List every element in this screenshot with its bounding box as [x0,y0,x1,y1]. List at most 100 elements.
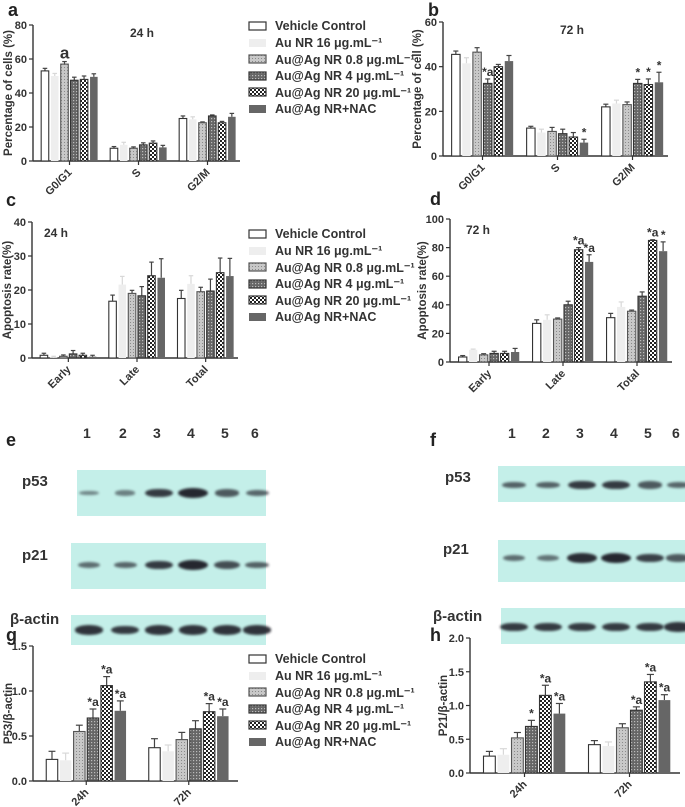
x-tick-label: 72h [613,778,635,800]
lane-number: 5 [644,425,652,441]
chart-h: 0.00.51.01.52.0P21/β-actin24h**a*a72h*a*… [438,633,680,801]
panel-label-d: d [430,189,441,209]
bar-Total-1 [176,297,186,359]
bar-S-5 [568,136,579,157]
blot-row-label: β-actin [10,611,60,628]
bar-S-2 [119,144,128,161]
bar-72h-6 [217,716,229,781]
significance-mark: *a [204,690,216,704]
x-tick-label: S [549,162,563,176]
bar-S-4 [557,133,568,157]
legend-g: Vehicle Control Au NR 16 μg.mL⁻¹ Au@Ag NR … [248,651,415,750]
significance-mark: *a [482,65,494,79]
bar-24h-3 [73,730,86,782]
y-tick-label: 1.5 [12,641,27,653]
y-tick-label: 1.0 [12,686,27,698]
legend-swatch-light [249,671,266,680]
legend-label: Au NR 16 μg.mL⁻¹ [275,36,383,50]
significance-mark: a [60,44,70,63]
protein-band [502,554,526,562]
legend-item: Au@Ag NR 20 μg.mL⁻¹ [248,84,415,100]
legend-swatch-crosshatch [248,70,267,81]
bar-G0/G1-3 [60,63,69,162]
protein-band [178,560,208,570]
x-tick-label: Late [544,368,568,392]
bar-Late-2 [543,319,552,362]
x-tick-label: G0/G1 [43,167,74,198]
lane-number: 3 [576,425,584,441]
y-tick-label: 2.0 [449,633,464,645]
legend-item: Au@Ag NR+NAC [248,101,415,117]
bar-G2/M-4 [632,82,643,157]
significance-mark: *a [573,234,585,248]
bar-Early-3 [478,354,489,363]
blot-row-label: p21 [22,547,48,564]
bar-Late-4 [563,304,573,363]
y-axis-label: Apoptosis rate(%) [2,241,14,340]
bar-Early-5 [499,352,510,363]
bar-Late-4 [137,295,147,359]
significance-mark: *a [101,663,113,677]
x-tick-label: Early [46,363,74,391]
significance-mark: * [529,706,534,720]
protein-band [636,553,664,563]
significance-mark: * [635,65,640,79]
significance-mark: * [657,58,662,72]
bar-G0/G1-2 [50,76,59,161]
y-tick-label: 20 [15,122,27,134]
blot-row-label: p53 [445,469,471,486]
bar-72h-4 [189,728,202,782]
bar-Late-6 [584,261,594,362]
legend-item: Vehicle Control [248,18,415,34]
y-tick-label: 60 [432,271,444,283]
significance-mark: *a [115,687,127,701]
bar-Early-3 [59,355,68,359]
bar-Early-1 [39,354,49,359]
y-axis-label: Percentage of cell (%) [412,29,424,149]
legend-item: Vehicle Control [248,651,415,667]
bar-Late-1 [531,322,542,363]
x-tick-label: 24h [69,786,91,807]
lane-number: 1 [83,425,91,441]
bar-Total-6 [226,276,234,358]
y-tick-label: 1.5 [449,667,464,679]
bar-G2/M-6 [654,82,664,156]
x-tick-label: Total [616,368,642,394]
bar-72h-2 [162,751,174,781]
significance-mark: *a [584,241,596,255]
legend-swatch-checker [248,87,267,97]
panel-label-g: g [6,625,17,645]
lane-number: 5 [221,425,229,441]
bar-Late-3 [552,318,563,363]
legend-item: Au@Ag NR 20 μg.mL⁻¹ [248,717,415,733]
legend-item: Au@Ag NR 20 μg.mL⁻¹ [248,292,415,308]
bar-Total-3 [196,291,206,359]
bar-G2/M-4 [207,115,217,162]
y-tick-label: 20 [432,328,444,340]
lane-number: 6 [251,425,259,441]
legend-label: Au@Ag NR+NAC [275,309,377,324]
y-axis-label: P21/β-actin [438,675,450,736]
significance-mark: *a [554,689,566,703]
protein-band [601,553,631,563]
legend-swatch-light [249,246,266,255]
bar-Total-3 [626,310,637,363]
bar-24h-6 [553,713,566,773]
protein-band [568,622,596,632]
bar-Early-1 [457,356,468,363]
protein-band [77,561,101,569]
legend-label: Au@Ag NR+NAC [275,734,377,749]
bar-S-5 [148,142,158,162]
bar-Total-6 [658,251,668,362]
panel-label-b: b [428,0,439,20]
legend-label: Au@Ag NR 0.8 μg.mL⁻¹ [275,685,415,700]
legend-item: Au@Ag NR+NAC [248,309,415,325]
panel-label-c: c [6,190,17,210]
bar-Early-5 [78,354,88,359]
bar-72h-3 [175,739,189,782]
legend-c: Vehicle Control Au NR 16 μg.mL⁻¹ Au@Ag NR … [248,226,415,325]
